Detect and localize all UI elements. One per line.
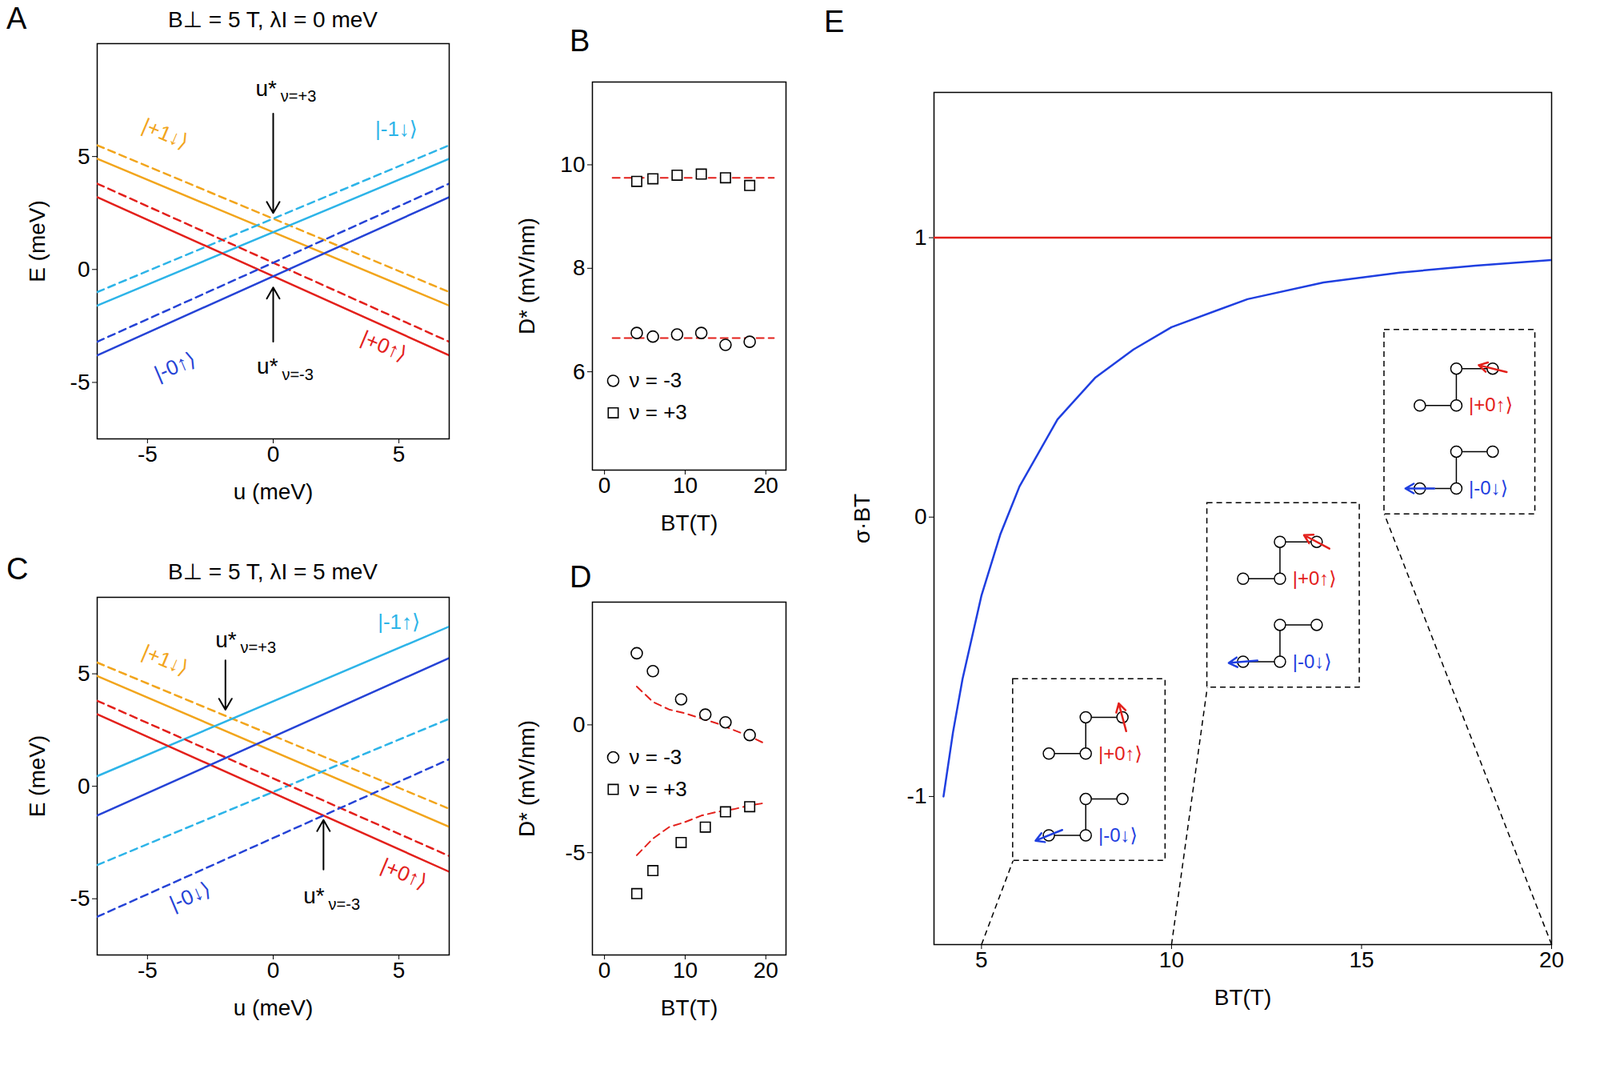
html-text:A: A — [6, 1, 27, 36]
svg-text:|+1↓⟩: |+1↓⟩ — [138, 639, 192, 680]
svg-text:|+1↓⟩: |+1↓⟩ — [138, 112, 192, 154]
svg-text:|-0↓⟩: |-0↓⟩ — [1292, 650, 1332, 672]
svg-text:20: 20 — [1539, 947, 1564, 972]
svg-text:|-0↑⟩: |-0↑⟩ — [150, 346, 200, 385]
html-text:E: E — [824, 4, 845, 39]
svg-text:|+0↑⟩: |+0↑⟩ — [1468, 393, 1513, 416]
svg-text:|-1↑⟩: |-1↑⟩ — [377, 609, 420, 634]
svg-text:-5: -5 — [70, 885, 91, 911]
svg-text:D* (mV/nm): D* (mV/nm) — [514, 217, 540, 335]
svg-text:ν=+3: ν=+3 — [280, 87, 316, 105]
svg-text:5: 5 — [392, 441, 406, 467]
svg-text:D* (mV/nm): D* (mV/nm) — [514, 720, 540, 837]
svg-text:0: 0 — [598, 957, 612, 983]
svg-text:5: 5 — [975, 947, 988, 972]
svg-text:E (meV): E (meV) — [24, 200, 50, 283]
svg-text:u (meV): u (meV) — [233, 479, 314, 504]
svg-text:ν = -3: ν = -3 — [629, 368, 683, 392]
svg-text:0: 0 — [572, 712, 586, 737]
svg-text:ν=-3: ν=-3 — [328, 895, 360, 913]
svg-text:u*: u* — [256, 353, 279, 379]
svg-text:u*: u* — [215, 627, 237, 652]
svg-text:5: 5 — [77, 660, 91, 686]
svg-text:|+0↑⟩: |+0↑⟩ — [357, 325, 412, 367]
svg-text:6: 6 — [572, 359, 586, 384]
svg-text:8: 8 — [572, 255, 586, 280]
svg-text:u (meV): u (meV) — [233, 995, 314, 1020]
svg-text:|-1↓⟩: |-1↓⟩ — [375, 116, 418, 141]
svg-text:1: 1 — [914, 224, 928, 250]
svg-text:ν = +3: ν = +3 — [629, 400, 688, 424]
svg-text:0: 0 — [267, 957, 280, 983]
svg-text:20: 20 — [753, 957, 779, 983]
svg-text:ν = +3: ν = +3 — [629, 776, 688, 801]
svg-text:u*: u* — [303, 883, 325, 908]
html-text:C: C — [6, 552, 29, 586]
svg-text:0: 0 — [77, 773, 91, 799]
svg-text:σ·BT: σ·BT — [849, 493, 875, 544]
svg-text:|+0↑⟩: |+0↑⟩ — [377, 852, 432, 894]
svg-text:0: 0 — [77, 256, 91, 282]
svg-text:|-0↓⟩: |-0↓⟩ — [1098, 824, 1138, 846]
svg-text:|+0↑⟩: |+0↑⟩ — [1098, 742, 1143, 764]
svg-text:E (meV): E (meV) — [24, 735, 50, 818]
svg-text:0: 0 — [267, 441, 280, 467]
svg-text:-5: -5 — [70, 369, 91, 395]
svg-text:ν = -3: ν = -3 — [629, 744, 683, 769]
svg-text:20: 20 — [753, 472, 779, 498]
svg-text:ν=-3: ν=-3 — [281, 365, 313, 384]
svg-text:10: 10 — [1159, 947, 1184, 972]
svg-text:0: 0 — [914, 504, 928, 529]
svg-text:0: 0 — [598, 472, 612, 498]
svg-text:10: 10 — [560, 152, 585, 177]
svg-text:5: 5 — [392, 957, 406, 983]
svg-text:15: 15 — [1348, 947, 1374, 972]
svg-text:-5: -5 — [137, 957, 158, 983]
svg-text:ν=+3: ν=+3 — [240, 638, 276, 656]
svg-text:-1: -1 — [907, 783, 928, 808]
html-text:D: D — [569, 560, 592, 594]
svg-text:-5: -5 — [565, 840, 586, 865]
html-text:B: B — [569, 24, 590, 58]
html-text:B⊥ = 5 T, λI = 0 meV: B⊥ = 5 T, λI = 0 meV — [168, 7, 378, 32]
svg-text:5: 5 — [77, 144, 91, 169]
svg-text:u*: u* — [256, 76, 278, 101]
svg-text:|+0↑⟩: |+0↑⟩ — [1292, 567, 1337, 589]
svg-text:10: 10 — [672, 472, 698, 498]
html-text:B⊥ = 5 T, λI = 5 meV: B⊥ = 5 T, λI = 5 meV — [168, 559, 378, 584]
svg-text:|-0↓⟩: |-0↓⟩ — [1468, 476, 1508, 499]
svg-text:BT(T): BT(T) — [1214, 984, 1272, 1010]
svg-text:|-0↓⟩: |-0↓⟩ — [165, 876, 215, 916]
svg-text:10: 10 — [672, 957, 698, 983]
svg-text:BT(T): BT(T) — [660, 995, 719, 1020]
svg-text:-5: -5 — [137, 441, 158, 467]
svg-text:BT(T): BT(T) — [660, 510, 719, 536]
